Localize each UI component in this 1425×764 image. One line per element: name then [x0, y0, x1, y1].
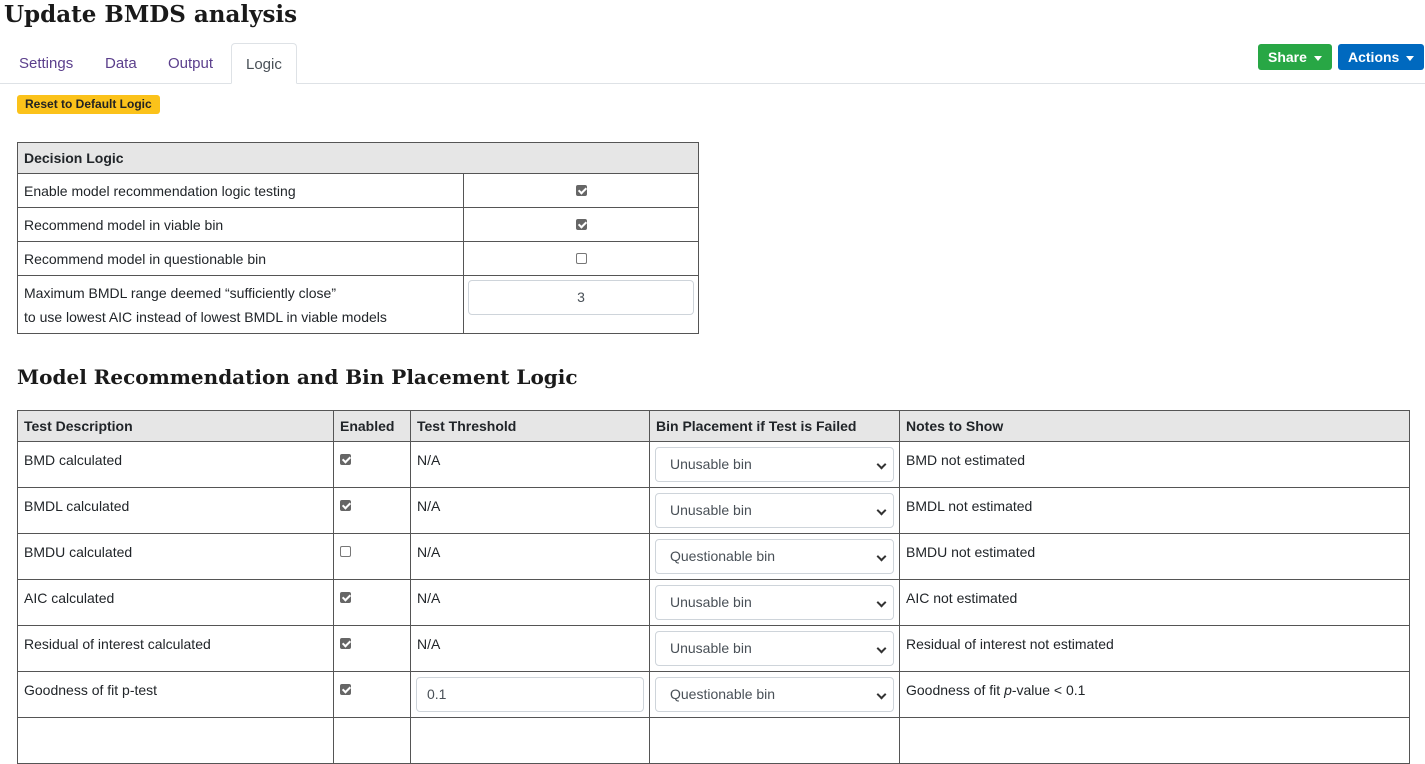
notes-text: Residual of interest not estimated [899, 625, 1410, 672]
notes-text: BMDL not estimated [899, 487, 1410, 534]
table-row: BMDL calculated N/A Unusable bin BMDL no… [17, 487, 1410, 534]
decision-logic-table: Decision Logic Enable model recommendati… [17, 142, 699, 334]
col-header: Enabled [333, 410, 411, 442]
col-header: Notes to Show [899, 410, 1410, 442]
enabled-checkbox[interactable] [340, 638, 351, 649]
actions-label: Actions [1348, 49, 1400, 65]
test-description: BMD calculated [17, 441, 334, 488]
notes-text: BMDU not estimated [899, 533, 1410, 580]
notes-post: -value < 0.1 [1011, 682, 1086, 698]
tab-output[interactable]: Output [168, 55, 214, 72]
threshold-input[interactable]: 0.1 [416, 677, 644, 712]
notes-text: AIC not estimated [899, 579, 1410, 626]
table-row: Residual of interest calculated N/A Unus… [17, 625, 1410, 672]
test-description: BMDU calculated [17, 533, 334, 580]
reset-default-logic-button[interactable]: Reset to Default Logic [17, 95, 160, 114]
range-label-line2: to use lowest AIC instead of lowest BMDL… [24, 308, 387, 325]
test-description: AIC calculated [17, 579, 334, 626]
enabled-checkbox[interactable] [340, 546, 351, 557]
range-label-line1: Maximum BMDL range deemed “sufficiently … [24, 284, 337, 301]
bmdl-range-input[interactable]: 3 [468, 280, 694, 315]
recommend-questionable-checkbox[interactable] [575, 252, 587, 264]
bin-placement-select[interactable]: Unusable bin [655, 585, 894, 620]
notes-text: Goodness of fit p-value < 0.1 [899, 671, 1410, 718]
enabled-checkbox[interactable] [340, 454, 351, 465]
bin-placement-value: Unusable bin [670, 456, 752, 472]
tab-settings[interactable]: Settings [19, 55, 74, 72]
bin-placement-value: Unusable bin [670, 502, 752, 518]
page-title: Update BMDS analysis [4, 1, 298, 28]
enable-logic-checkbox[interactable] [575, 184, 587, 196]
caret-down-icon [1406, 55, 1415, 61]
test-description: BMDL calculated [17, 487, 334, 534]
bin-placement-select[interactable]: Questionable bin [655, 677, 894, 712]
bin-placement-value: Questionable bin [670, 548, 776, 564]
caret-down-icon [1313, 55, 1322, 61]
bin-placement-select[interactable]: Unusable bin [655, 447, 894, 482]
test-description: Goodness of fit p-test [17, 671, 334, 718]
notes-pre: Goodness of fit [906, 682, 1005, 698]
table-row [17, 717, 1410, 764]
recommend-viable-checkbox[interactable] [575, 218, 587, 230]
threshold-text: N/A [410, 487, 650, 534]
col-header: Test Threshold [410, 410, 650, 442]
table-row: Goodness of fit p-test 0.1 Questionable … [17, 671, 1410, 718]
share-button[interactable]: Share [1258, 44, 1332, 70]
row-label: Recommend model in viable bin [17, 207, 464, 242]
table-row: BMD calculated N/A Unusable bin BMD not … [17, 441, 1410, 488]
table-row: AIC calculated N/A Unusable bin AIC not … [17, 579, 1410, 626]
tab-data[interactable]: Data [105, 55, 137, 72]
col-header: Bin Placement if Test is Failed [649, 410, 900, 442]
bin-placement-value: Unusable bin [670, 640, 752, 656]
row-label: Enable model recommendation logic testin… [17, 173, 464, 208]
tab-logic[interactable]: Logic [231, 43, 297, 84]
table-row: BMDU calculated N/A Questionable bin BMD… [17, 533, 1410, 580]
threshold-text: N/A [410, 579, 650, 626]
decision-logic-header: Decision Logic [17, 142, 699, 174]
test-description: Residual of interest calculated [17, 625, 334, 672]
bin-placement-select[interactable]: Questionable bin [655, 539, 894, 574]
bin-placement-select[interactable]: Unusable bin [655, 631, 894, 666]
col-header: Test Description [17, 410, 334, 442]
actions-button[interactable]: Actions [1338, 44, 1425, 70]
enabled-checkbox[interactable] [340, 592, 351, 603]
threshold-text: N/A [410, 625, 650, 672]
tab-bar: Settings Data Output Logic [0, 43, 1425, 84]
enabled-checkbox[interactable] [340, 684, 351, 695]
bin-placement-value: Unusable bin [670, 594, 752, 610]
share-label: Share [1268, 49, 1307, 65]
notes-em: p [1004, 682, 1012, 698]
bin-placement-table: Test Description Enabled Test Threshold … [17, 410, 1410, 764]
enabled-checkbox[interactable] [340, 500, 351, 511]
threshold-text: N/A [410, 441, 650, 488]
notes-text: BMD not estimated [899, 441, 1410, 488]
row-label: Recommend model in questionable bin [17, 241, 464, 276]
section-title: Model Recommendation and Bin Placement L… [17, 365, 578, 389]
bin-placement-value: Questionable bin [670, 686, 776, 702]
bin-placement-select[interactable]: Unusable bin [655, 493, 894, 528]
threshold-text: N/A [410, 533, 650, 580]
